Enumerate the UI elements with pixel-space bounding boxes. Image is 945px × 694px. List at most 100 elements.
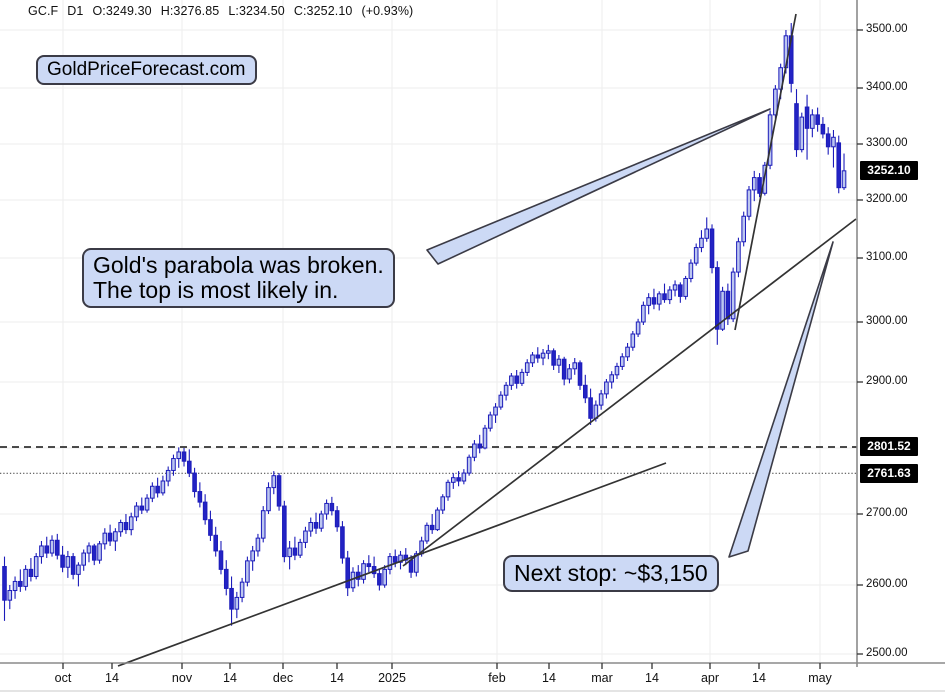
candle-body xyxy=(662,293,667,301)
candle-body xyxy=(107,532,113,542)
candle-body xyxy=(150,485,155,499)
candle-body xyxy=(329,502,335,512)
candle-body xyxy=(223,568,229,589)
price-tick-label: 3500.00 xyxy=(866,23,908,35)
change-value: (+0.93%) xyxy=(361,4,414,18)
candle-body xyxy=(751,177,757,191)
candle-body xyxy=(86,545,92,554)
candle-body xyxy=(572,362,578,370)
candle-body xyxy=(651,297,657,305)
candle-body xyxy=(144,497,150,511)
candle-body xyxy=(176,451,182,460)
callout-next-stop: Next stop: ~$3,150 xyxy=(503,555,719,592)
candle-body xyxy=(313,522,319,529)
candle-body xyxy=(234,596,240,610)
candle-body xyxy=(487,414,493,429)
candle-body xyxy=(377,573,382,586)
candle-body xyxy=(551,350,556,366)
candle-body xyxy=(297,541,303,556)
candle-body xyxy=(303,530,308,543)
price-tick-label: 3300.00 xyxy=(866,137,908,149)
candle-body xyxy=(55,539,60,556)
time-tick-label: 14 xyxy=(542,671,556,685)
candle-body xyxy=(113,531,118,542)
candle-body xyxy=(76,564,81,575)
candle-body xyxy=(429,524,435,531)
candle-body xyxy=(292,547,298,556)
next-stop-callout-pointer xyxy=(728,241,834,558)
candle-body xyxy=(815,114,820,125)
candle-body xyxy=(794,103,799,151)
candle-body xyxy=(588,397,593,419)
candle-body xyxy=(408,559,414,573)
candle-body xyxy=(102,532,108,545)
candle-body xyxy=(461,472,467,482)
candle-body xyxy=(49,539,55,554)
candle-body xyxy=(688,262,694,279)
candle-body xyxy=(260,510,266,539)
time-tick-label: dec xyxy=(272,671,294,685)
candle-body xyxy=(382,568,387,586)
candle-body xyxy=(693,247,699,264)
symbol-label: GC.F xyxy=(28,4,59,18)
candle-body xyxy=(709,228,715,269)
timeframe-label: D1 xyxy=(67,4,84,18)
low-value: L:3234.50 xyxy=(228,4,285,18)
candle-body xyxy=(245,560,250,583)
candle-body xyxy=(319,513,324,529)
time-tick-label: 14 xyxy=(223,671,237,685)
candle-body xyxy=(646,297,651,306)
time-tick-label: 2025 xyxy=(378,671,406,685)
candle-body xyxy=(33,556,39,577)
candle-body xyxy=(725,290,731,320)
candle-body xyxy=(757,177,762,194)
candle-body xyxy=(160,480,166,494)
candle-body xyxy=(477,443,482,449)
candle-body xyxy=(445,481,451,498)
candle-body xyxy=(155,485,160,494)
candle-body xyxy=(451,477,456,483)
candle-body xyxy=(641,304,646,323)
candle-body xyxy=(493,406,498,416)
candle-body xyxy=(23,568,28,587)
candle-body xyxy=(635,321,641,335)
time-tick-label: oct xyxy=(54,671,72,685)
candle-body xyxy=(498,394,504,408)
candle-body xyxy=(7,590,13,601)
candle-body xyxy=(619,356,625,367)
candle-body xyxy=(44,545,50,554)
candle-body xyxy=(556,358,562,366)
candle-body xyxy=(250,550,255,562)
candle-body xyxy=(392,556,398,563)
price-tick-label: 3100.00 xyxy=(866,251,908,263)
candle-body xyxy=(271,475,277,489)
candle-body xyxy=(266,487,271,512)
candle-body xyxy=(165,469,171,482)
candle-body xyxy=(514,375,519,384)
candle-body xyxy=(715,267,720,330)
price-tick-label: 2700.00 xyxy=(866,507,908,519)
price-tick-label: 3000.00 xyxy=(866,315,908,327)
candle-body xyxy=(773,88,778,116)
candle-body xyxy=(398,554,403,563)
price-badge: 3252.10 xyxy=(860,161,918,181)
candle-body xyxy=(667,289,673,301)
candle-body xyxy=(134,505,139,518)
candle-body xyxy=(123,522,129,531)
candle-body xyxy=(625,346,630,358)
candle-body xyxy=(678,284,683,297)
candle-body xyxy=(820,123,826,135)
candle-body xyxy=(704,228,710,239)
time-tick-label: may xyxy=(808,671,832,685)
candle-body xyxy=(60,554,65,568)
candle-body xyxy=(181,451,187,462)
price-tick-label: 2900.00 xyxy=(866,375,908,387)
rising-support-line xyxy=(402,218,857,567)
candle-body xyxy=(836,142,842,189)
candle-body xyxy=(218,550,224,570)
candle-body xyxy=(561,358,567,380)
goldpriceforecast-badge: GoldPriceForecast.com xyxy=(36,55,257,85)
parabola-callout-pointer xyxy=(426,108,771,265)
